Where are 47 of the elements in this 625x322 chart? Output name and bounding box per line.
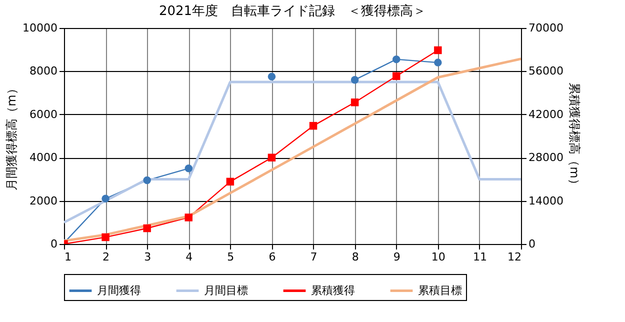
point: [143, 224, 151, 232]
x-tick-label: 9: [393, 250, 400, 264]
y-tick-label: 6000: [30, 108, 58, 121]
y2-tick-label: 28000: [528, 151, 564, 164]
point: [392, 72, 400, 80]
y-tick-label: 4000: [30, 151, 58, 164]
x-tick-label: 8: [352, 250, 359, 264]
x-tick-label: 10: [431, 250, 446, 264]
x-tick-label: 2: [102, 250, 110, 264]
y2-tick-label: 0: [528, 238, 536, 250]
y2-tick-label: 70000: [528, 22, 564, 34]
y-axis-title: 月間獲得標高（m）: [4, 82, 19, 190]
point: [102, 233, 110, 242]
y2-tick-label: 56000: [528, 64, 564, 78]
point: [434, 58, 442, 66]
point: [226, 178, 234, 186]
x-tick-label: 1: [64, 250, 72, 264]
point: [102, 194, 110, 203]
point: [143, 176, 151, 184]
y-tick-label: 2000: [30, 194, 58, 208]
legend-label: 月間目標: [204, 284, 248, 297]
legend-label: 累積獲得: [311, 284, 355, 297]
y-tick-label: 8000: [30, 64, 58, 78]
point: [184, 214, 193, 222]
point: [268, 154, 276, 162]
x-tick-label: 7: [310, 250, 318, 264]
point: [184, 164, 193, 172]
legend-label: 月間獲得: [97, 284, 141, 297]
x-tick-label: 12: [508, 250, 522, 264]
y-tick-label: 0: [50, 238, 58, 250]
x-tick-label: 11: [472, 250, 487, 264]
point: [350, 76, 359, 84]
x-tick-label: 3: [144, 250, 152, 264]
x-tick-label: 6: [268, 250, 276, 264]
point: [392, 55, 400, 64]
y2-tick-label: 14000: [528, 194, 564, 208]
y-tick-label: 10000: [22, 22, 58, 34]
point: [309, 122, 318, 130]
x-tick-label: 4: [186, 250, 193, 264]
point: [268, 72, 276, 80]
point: [350, 98, 359, 106]
point: [434, 46, 442, 54]
y2-axis-title: 累積獲得標高（m）: [567, 82, 582, 190]
legend-label: 累積目標: [418, 284, 462, 297]
y2-tick-label: 42000: [528, 108, 564, 121]
chart-title: 2021年度 自転車ライド記録 ＜獲得標高＞: [158, 3, 426, 19]
x-tick-label: 5: [227, 250, 234, 264]
